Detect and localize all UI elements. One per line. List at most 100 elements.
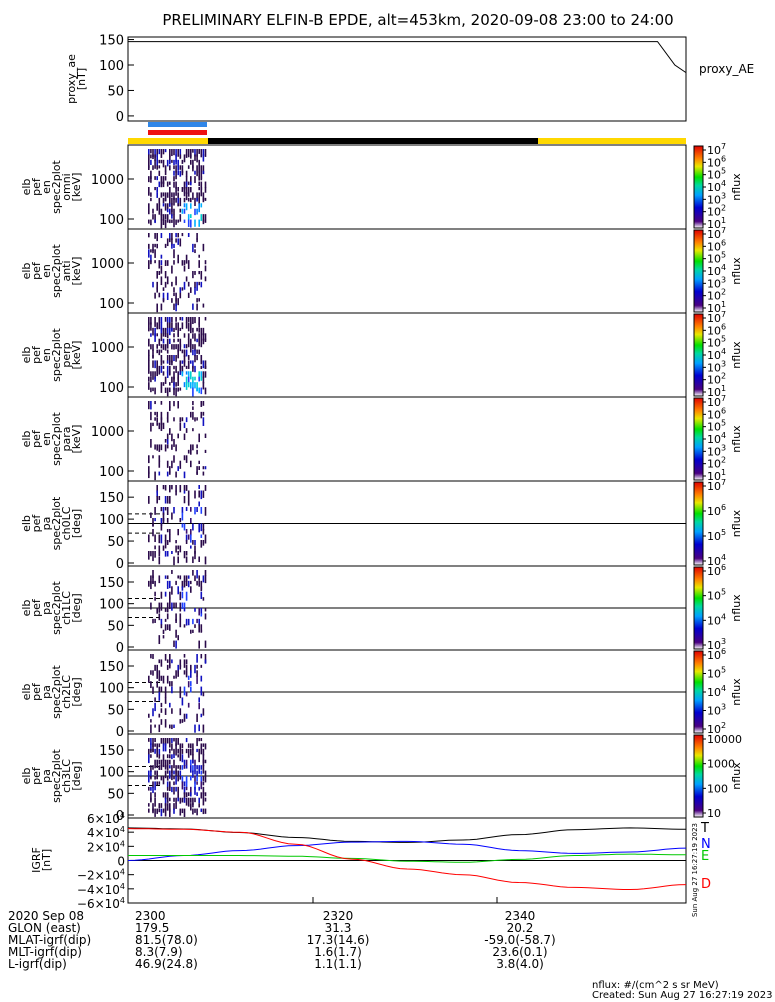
spec-pixel <box>166 507 169 516</box>
spec-pixel <box>158 322 161 330</box>
spec-pixel <box>169 154 171 163</box>
spec-pixel <box>164 792 167 800</box>
spec-pixel <box>154 360 156 369</box>
spec-pixel <box>173 365 175 370</box>
spec-pixel <box>164 575 167 579</box>
spec-pixel <box>152 344 154 351</box>
spec-ylabel-ch1LC-line: ch1LC <box>60 591 73 625</box>
spec-pixel <box>173 355 175 362</box>
colorbar-tick-label: 105 <box>707 588 726 603</box>
spec-pixel <box>204 317 207 321</box>
spec-pixel <box>150 670 152 675</box>
spec-pixel <box>175 743 177 750</box>
spec-pixel <box>198 371 200 380</box>
spec-pixel <box>173 738 175 742</box>
spec-pixel <box>152 556 154 562</box>
spec-ylabel-ch3LC-line: elb <box>20 768 33 785</box>
spec-pixel <box>171 776 173 781</box>
colorbar-tick-label: 106 <box>707 406 726 421</box>
spec-pixel <box>166 765 169 771</box>
spec-pixel <box>160 276 163 286</box>
spec-pixel <box>158 640 161 645</box>
spec-pixel <box>196 765 198 770</box>
spec-pixel <box>192 618 194 625</box>
spec-pixel <box>164 697 167 704</box>
igrf-ytick-label: −2×104 <box>77 868 125 883</box>
spec-pixel <box>164 770 167 779</box>
spec-pixel <box>166 529 169 533</box>
spec-pixel <box>192 803 194 808</box>
spec-pixel <box>160 344 163 349</box>
spec-pixel <box>177 545 179 550</box>
spec-pixels-ch1LC <box>148 570 207 649</box>
spec-pixel <box>196 618 198 624</box>
spec-ylabel-ch1LC-line: pa <box>40 601 53 615</box>
spec-pixel <box>179 338 182 348</box>
spec-pixel <box>150 654 152 659</box>
spec-pixel <box>173 776 175 780</box>
spec-pixel <box>185 322 188 329</box>
spec-pixel <box>160 260 163 266</box>
spec-pixel <box>200 203 203 208</box>
spec-pixel <box>158 203 161 213</box>
spec-pixel <box>175 618 177 624</box>
spec-pixel <box>173 401 175 407</box>
spec-ytick-label: 100 <box>99 766 124 781</box>
colorbar-tick-label: 103 <box>707 703 726 718</box>
spec-pixel <box>160 327 163 334</box>
spec-pixel <box>160 219 163 229</box>
spec-pixel <box>194 624 196 628</box>
spec-pixel <box>187 743 190 748</box>
spec-pixel <box>173 371 175 380</box>
spec-pixel <box>154 260 156 264</box>
spec-pixel <box>185 376 188 383</box>
spec-pixel <box>173 781 175 786</box>
spec-pixel <box>152 551 154 557</box>
spec-ylabel-ch3LC-line: [deg] <box>70 761 83 790</box>
spec-pixel <box>202 797 205 806</box>
spec-pixel <box>183 208 186 214</box>
spec-ylabel-para-line: [keV] <box>70 425 83 454</box>
colorbar-tick-label: 101 <box>707 216 726 231</box>
spec-pixel <box>200 355 203 364</box>
colorbar <box>693 313 704 397</box>
spec-pixel <box>173 748 175 755</box>
spec-pixel <box>202 540 205 546</box>
spec-pixel <box>202 466 205 470</box>
ephem-value: 179.5 <box>135 921 169 935</box>
spec-pixel <box>196 417 198 421</box>
spec-pixel <box>181 371 184 377</box>
spec-pixel <box>204 534 207 541</box>
spec-pixel <box>169 233 171 240</box>
spec-pixel <box>183 333 186 338</box>
ephem-value: 1.1(1.1) <box>314 957 362 971</box>
spec-pixel <box>166 624 169 630</box>
spec-pixel <box>175 317 177 322</box>
spec-pixel <box>196 675 198 684</box>
spec-pixel <box>173 455 175 463</box>
spec-pixel <box>204 759 207 764</box>
science-zone-bar-red <box>148 130 207 135</box>
spec-pixel <box>192 808 194 815</box>
spec-pixel <box>158 197 161 207</box>
spec-pixel <box>154 376 156 382</box>
spec-pixel <box>177 776 179 782</box>
spec-pixel <box>196 154 198 163</box>
spec-pixel <box>194 664 196 674</box>
spec-pixel <box>204 640 207 648</box>
spec-pixel <box>156 371 158 377</box>
spec-pixel <box>169 786 171 792</box>
spec-pixel <box>185 485 188 491</box>
spec-pixel <box>183 654 186 658</box>
spec-pixel <box>177 387 179 392</box>
spec-pixel <box>183 686 186 696</box>
spec-pixel <box>204 770 207 777</box>
spec-pixel <box>194 765 196 772</box>
spec-pixel <box>150 743 152 752</box>
spec-pixel <box>152 208 154 214</box>
spec-pixel <box>158 159 161 164</box>
spec-pixel <box>190 586 192 593</box>
spec-pixel <box>198 203 200 213</box>
spec-pixel <box>173 417 175 422</box>
